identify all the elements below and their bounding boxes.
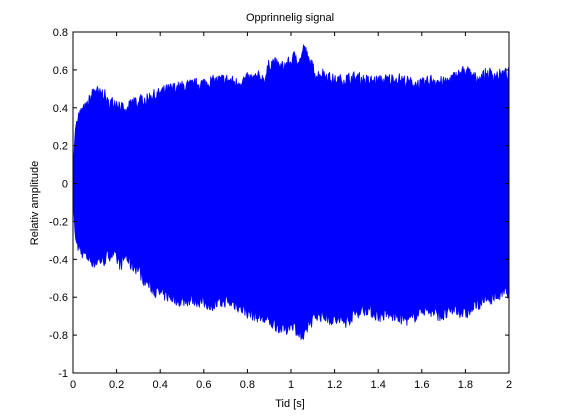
x-tick-label: 0.6	[196, 379, 211, 391]
y-tick-label: -0.2	[49, 216, 68, 228]
x-tick-label: 1.4	[371, 379, 386, 391]
y-tick-label: 0.8	[53, 27, 68, 39]
y-tick-label: 0	[62, 179, 68, 191]
y-tick-label: 0.6	[53, 65, 68, 77]
x-tick-label: 0.2	[109, 379, 124, 391]
y-tick-label: -0.8	[49, 330, 68, 342]
x-tick-label: 1	[288, 379, 294, 391]
y-tick-label: 0.4	[53, 103, 68, 115]
x-tick-label: 0.4	[153, 379, 168, 391]
x-tick-label: 1.8	[458, 379, 473, 391]
chart-title: Opprinnelig signal	[246, 12, 334, 24]
y-tick-label: -0.4	[49, 254, 68, 266]
x-tick-label: 1.6	[414, 379, 429, 391]
x-tick-label: 0.8	[240, 379, 255, 391]
y-axis-label: Relativ amplitude	[29, 161, 41, 245]
y-tick-label: 0.2	[53, 141, 68, 153]
plot-area: 0 0.2 0.4 0.6 0.8 1 1.2 1.4 1.6 1.8 2 0.8 0.6 0.4 0.2 0…	[49, 27, 512, 391]
y-tick-label: -1	[58, 368, 68, 380]
x-tick-label: 2	[506, 379, 512, 391]
x-tick-label: 0	[70, 379, 76, 391]
x-tick-label: 1.2	[327, 379, 342, 391]
y-tick-label: -0.6	[49, 292, 68, 304]
x-axis-label: Tid [s]	[275, 398, 305, 410]
